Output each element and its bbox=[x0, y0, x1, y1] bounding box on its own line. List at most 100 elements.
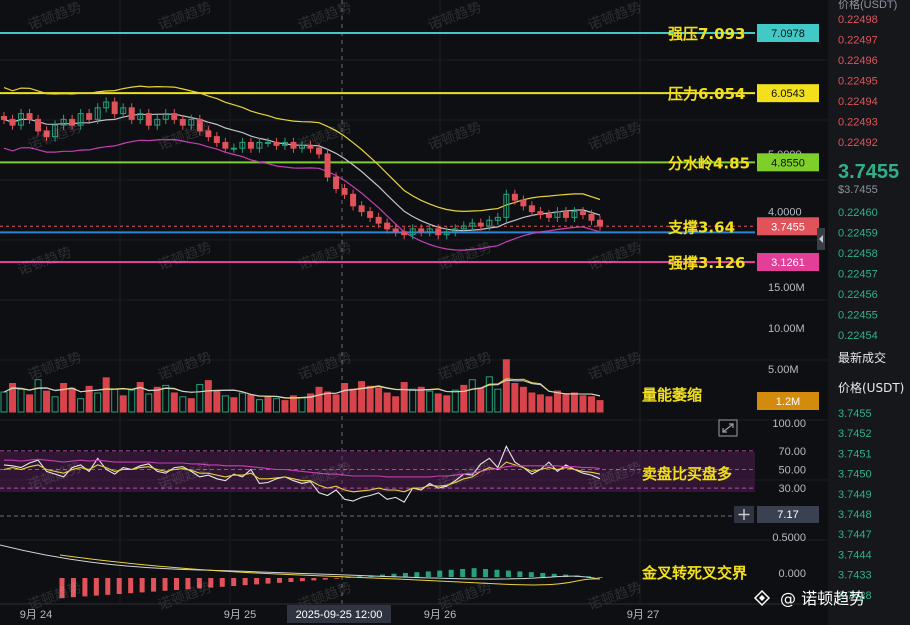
osc-tick: 50.00 bbox=[778, 465, 806, 477]
bid-price: 0.22459 bbox=[838, 228, 878, 240]
x-tick: 9月 25 bbox=[224, 609, 256, 621]
volume-bar bbox=[468, 379, 476, 413]
volume-ma2 bbox=[3, 379, 601, 399]
macd-bar bbox=[82, 578, 88, 597]
volume-bar bbox=[204, 380, 212, 413]
candle-body bbox=[43, 130, 50, 138]
volume-bar bbox=[179, 396, 187, 413]
volume-bar bbox=[289, 395, 297, 413]
bid-price: 0.22457 bbox=[838, 269, 878, 281]
brand-logo: @ 诺顿趋势 bbox=[753, 589, 865, 608]
ask-price: 0.22492 bbox=[838, 137, 878, 149]
candle-body bbox=[1, 115, 7, 120]
price-tick: 4.0000 bbox=[768, 207, 802, 219]
candle-body bbox=[350, 193, 357, 207]
osc-series bbox=[3, 445, 601, 503]
trade-price: 3.7451 bbox=[838, 448, 872, 460]
volume-bar bbox=[477, 387, 485, 413]
volume-bar bbox=[272, 398, 280, 413]
volume-bar bbox=[77, 398, 85, 413]
trade-price: 3.7449 bbox=[838, 489, 872, 501]
volume-bar bbox=[60, 383, 68, 413]
macd-bar bbox=[437, 570, 443, 577]
candle-body bbox=[316, 147, 323, 155]
level-label: 压力6.054 bbox=[668, 85, 745, 103]
volume-bar bbox=[94, 392, 102, 413]
trade-price: 3.7455 bbox=[838, 408, 872, 420]
candle-body bbox=[52, 124, 59, 138]
macd-bar bbox=[380, 574, 386, 577]
volume-bar bbox=[255, 399, 263, 413]
level-tag-bg bbox=[757, 153, 819, 172]
macd-bar bbox=[116, 578, 122, 594]
volume-bar bbox=[187, 398, 195, 413]
candle-body bbox=[9, 118, 16, 126]
candle-body bbox=[239, 141, 246, 149]
volume-bar bbox=[519, 386, 527, 413]
volume-bar bbox=[153, 386, 161, 413]
volume-bar bbox=[230, 397, 238, 413]
macd-bar bbox=[59, 578, 65, 598]
osc-tag: 7.17 bbox=[777, 509, 798, 521]
candle-body bbox=[341, 188, 348, 195]
crosshair-date-box bbox=[287, 605, 391, 623]
candle-body bbox=[477, 222, 484, 227]
macd-bar bbox=[345, 577, 351, 578]
macd-bar bbox=[540, 573, 546, 577]
volume-bar bbox=[34, 379, 42, 413]
add-indicator-button[interactable] bbox=[734, 506, 754, 523]
macd-bar bbox=[265, 578, 271, 584]
macd-bar bbox=[173, 578, 179, 590]
level-tag-bg bbox=[757, 24, 819, 42]
macd-bar bbox=[322, 578, 328, 580]
candle-body bbox=[460, 225, 467, 230]
rsi-zone bbox=[0, 452, 755, 492]
macd-bar bbox=[334, 578, 340, 579]
candle-body bbox=[196, 118, 203, 132]
volume-bar bbox=[119, 395, 127, 413]
candle-body bbox=[367, 211, 374, 218]
volume-bar bbox=[596, 400, 604, 413]
osc-series bbox=[4, 458, 601, 478]
volume-bar bbox=[409, 388, 417, 413]
volume-bar bbox=[51, 396, 59, 413]
candle-body bbox=[247, 141, 254, 149]
ask-price: 0.22493 bbox=[838, 117, 878, 129]
expand-icon[interactable] bbox=[718, 419, 738, 437]
crosshair-date: 2025-09-25 12:00 bbox=[296, 609, 383, 621]
candle-body bbox=[222, 141, 229, 149]
ask-price: 0.22498 bbox=[838, 14, 878, 26]
candle-body bbox=[213, 136, 220, 143]
x-tick: 9月 26 bbox=[424, 609, 456, 621]
macd-bar bbox=[425, 571, 431, 577]
volume-bar bbox=[68, 387, 76, 413]
trade-prices: 3.7455 3.7452 3.7451 3.7450 3.7449 3.7448 3.74… bbox=[838, 408, 872, 602]
candle-body bbox=[94, 107, 101, 120]
volume-bar bbox=[264, 396, 272, 413]
trade-price: 3.7428 bbox=[838, 590, 872, 602]
candle-body bbox=[597, 219, 603, 227]
level-lines bbox=[0, 32, 755, 263]
volume-tick: 10.00M bbox=[768, 323, 805, 335]
trade-price: 3.7448 bbox=[838, 509, 872, 521]
trade-price: 3.7444 bbox=[838, 549, 872, 561]
order-book-panel: 价格(USDT) 0.224980.224970.224960.224950.2… bbox=[817, 0, 904, 602]
signal-line bbox=[59, 554, 601, 586]
volume-tick: 5.00M bbox=[768, 364, 799, 376]
candle-body bbox=[179, 118, 186, 126]
volume-bar bbox=[349, 388, 357, 413]
volume-bar bbox=[341, 383, 349, 413]
candle-body bbox=[299, 144, 305, 149]
candle-body bbox=[171, 113, 178, 120]
level-tag: 3.1261 bbox=[771, 257, 805, 269]
level-tag: 4.8550 bbox=[771, 157, 805, 169]
volume-bar bbox=[400, 382, 408, 413]
bid-price: 0.22460 bbox=[838, 207, 878, 219]
bid-price: 0.22455 bbox=[838, 310, 878, 322]
macd-label: 金叉转死叉交界 bbox=[641, 564, 747, 582]
volume-bar bbox=[366, 385, 374, 413]
volume-bar bbox=[324, 391, 332, 413]
volume-bar bbox=[136, 382, 144, 413]
level-label: 强撑3.126 bbox=[668, 254, 745, 272]
